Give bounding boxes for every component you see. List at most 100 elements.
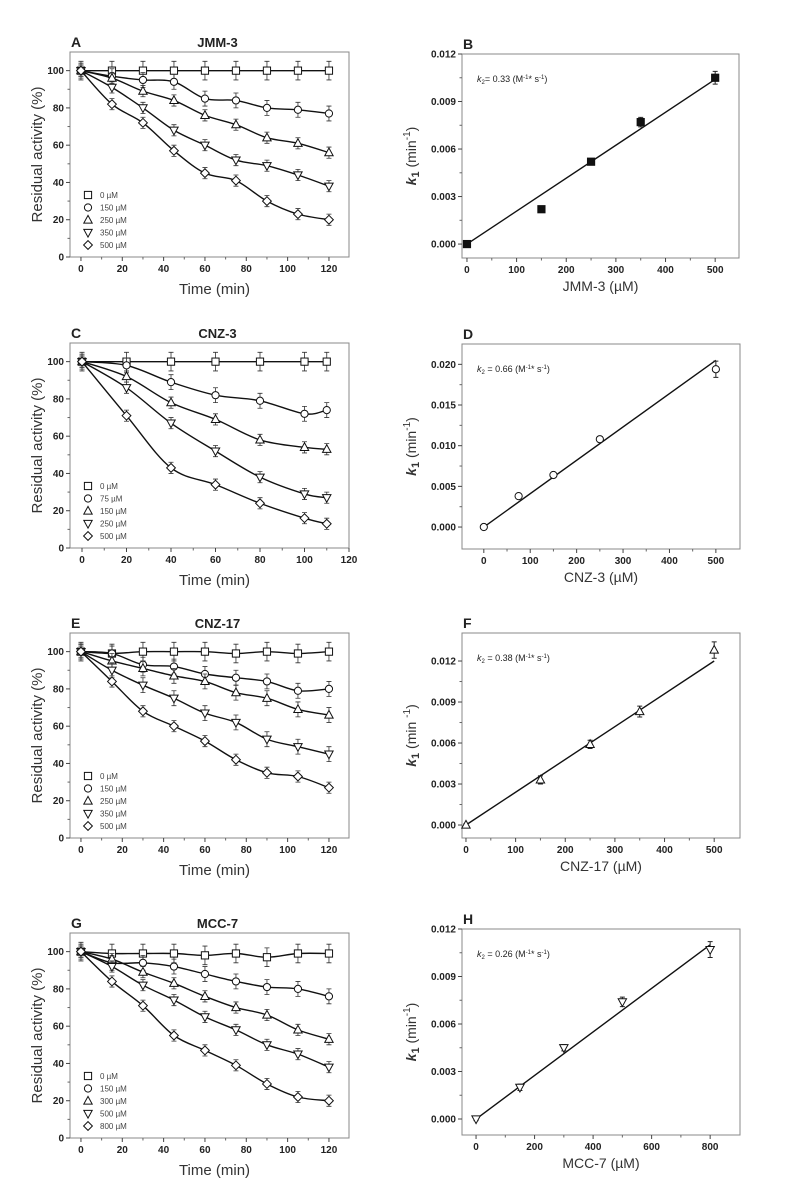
- x-tick-label: 0: [78, 264, 84, 275]
- y-label-unit: (min: [403, 1016, 419, 1047]
- x-tick-label: 0: [473, 1142, 479, 1153]
- x-tick-label: 80: [241, 264, 253, 275]
- y-tick-label: 60: [53, 1022, 65, 1033]
- data-point: [168, 145, 180, 156]
- fit-line: [483, 359, 717, 528]
- data-point: [106, 676, 118, 687]
- data-point: [199, 709, 210, 719]
- legend-label: 800 µM: [100, 1122, 127, 1131]
- legend-square-icon: [83, 1071, 93, 1081]
- data-point: [230, 718, 241, 729]
- panel-d: D 0 100 200 300 400 500 0.000 0.005 0.010 0.015 0.0…: [402, 326, 741, 585]
- legend-triangle-up-icon: [82, 1095, 94, 1105]
- y-label-k: k: [403, 467, 419, 476]
- x-tick-label: 100: [279, 845, 296, 856]
- data-point: [262, 647, 272, 656]
- x-tick-label: 100: [296, 555, 313, 566]
- data-point: [211, 391, 220, 400]
- ann-sub: 2: [482, 955, 486, 961]
- y-tick-label: 80: [53, 103, 65, 114]
- data-point: [323, 709, 334, 719]
- data-point: [324, 992, 334, 1001]
- data-point: [324, 66, 334, 75]
- x-tick-label: 300: [608, 265, 625, 276]
- x-tick-label: 0: [481, 556, 487, 567]
- x-axis-label: Time (min): [179, 1162, 250, 1179]
- data-point: [323, 750, 334, 760]
- chart-title: MCC-7: [197, 916, 238, 931]
- ann-sub: 2: [482, 370, 486, 376]
- data-point: [199, 990, 210, 1000]
- legend-label: 75 µM: [100, 495, 123, 504]
- data-point: [711, 365, 720, 374]
- data-point: [705, 945, 716, 956]
- y-tick-label: 20: [53, 506, 65, 517]
- y-tick-label: 0.006: [431, 739, 456, 750]
- data-point: [137, 1000, 149, 1011]
- data-point: [261, 132, 272, 142]
- y-label-sup: -1: [402, 708, 413, 717]
- y-axis-label: k1 (min-1): [402, 417, 422, 476]
- data-point: [169, 77, 179, 86]
- data-point: [323, 1095, 335, 1106]
- data-point: [254, 498, 266, 509]
- data-point: [199, 1045, 211, 1056]
- chart-title: JMM-3: [197, 35, 237, 50]
- data-point: [514, 492, 523, 501]
- data-point: [138, 647, 148, 656]
- x-tick-label: 120: [341, 555, 358, 566]
- y-tick-label: 80: [53, 394, 65, 405]
- y-tick-label: 0.010: [431, 441, 456, 452]
- ann-k: k: [477, 74, 482, 84]
- x-tick-label: 60: [210, 555, 222, 566]
- legend-circle-icon: [83, 1084, 93, 1093]
- panel-letter: H: [463, 911, 473, 927]
- y-label-k: k: [403, 1052, 419, 1061]
- x-tick-label: 20: [121, 555, 133, 566]
- data-point: [292, 171, 303, 181]
- data-point: [535, 774, 546, 784]
- legend-label: 500 µM: [100, 532, 127, 541]
- y-label-sup: -1: [402, 131, 413, 140]
- plot-frame: [69, 932, 350, 1139]
- y-tick-label: 60: [53, 722, 65, 733]
- y-tick-label: 0.015: [431, 401, 456, 412]
- legend-label: 300 µM: [100, 1097, 127, 1106]
- data-point: [166, 357, 176, 366]
- data-point: [169, 949, 179, 958]
- data-point: [168, 694, 179, 704]
- panel-letter: C: [71, 325, 81, 341]
- panel-b: B 0 100 200 300 400 500 0.000 0.003 0.006 0.009 0.0…: [402, 36, 740, 294]
- data-point: [137, 981, 148, 991]
- y-tick-label: 0.003: [431, 192, 456, 203]
- data-point: [210, 413, 221, 424]
- x-tick-label: 0: [78, 1145, 84, 1156]
- data-point: [299, 490, 310, 500]
- data-point: [322, 405, 331, 415]
- data-point: [322, 357, 331, 366]
- x-axis-label: JMM-3 (µM): [563, 278, 639, 294]
- x-tick-label: 600: [643, 1142, 660, 1153]
- chart-title: CNZ-3: [198, 326, 236, 341]
- data-point: [231, 66, 241, 75]
- legend-diamond-icon: [82, 1120, 94, 1132]
- data-point: [168, 1030, 180, 1041]
- x-tick-label: 0: [464, 265, 470, 276]
- x-tick-label: 100: [279, 264, 296, 275]
- data-point: [106, 976, 118, 987]
- data-point: [261, 735, 272, 745]
- data-point: [261, 767, 273, 778]
- legend-circle-icon: [83, 784, 93, 793]
- x-axis-label: Time (min): [179, 862, 250, 879]
- data-point: [323, 146, 334, 157]
- y-label-close: ): [403, 704, 419, 709]
- k2-annotation: k2= 0.33 (M-1* s-1): [477, 74, 547, 86]
- data-point: [137, 117, 149, 128]
- panel-letter: E: [71, 615, 80, 631]
- x-tick-label: 60: [199, 264, 211, 275]
- x-tick-label: 500: [708, 556, 725, 567]
- data-point: [199, 168, 211, 179]
- data-point: [200, 647, 210, 656]
- y-tick-label: 0.000: [431, 1115, 456, 1126]
- data-point: [261, 1041, 272, 1051]
